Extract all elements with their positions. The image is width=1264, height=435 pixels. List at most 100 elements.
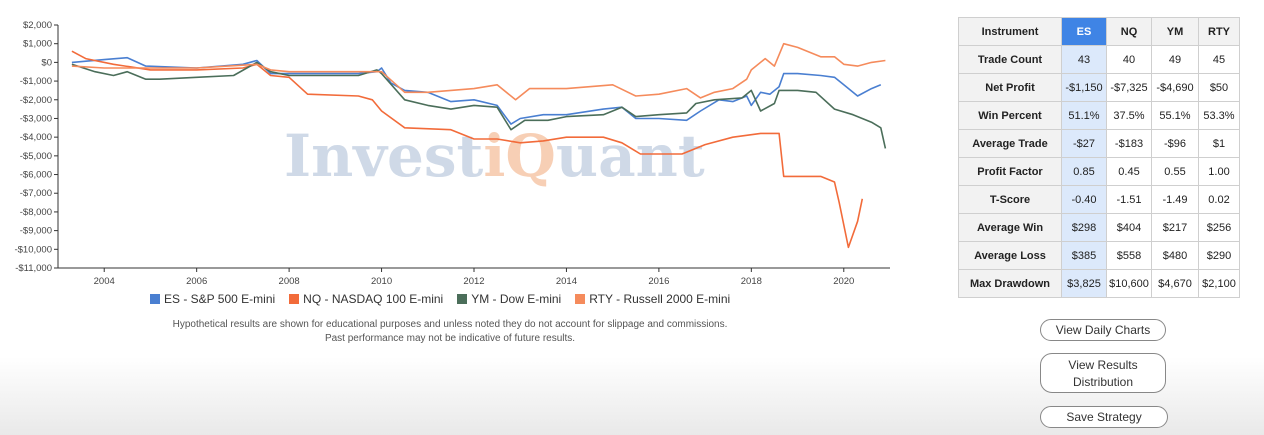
stats-row: Net Profit -$1,150 -$7,325 -$4,690 $50 bbox=[958, 73, 1240, 102]
watermark-right: uant bbox=[556, 122, 705, 190]
x-tick-label: 2012 bbox=[463, 276, 484, 287]
header-rty[interactable]: RTY bbox=[1198, 17, 1240, 46]
watermark-left: Invest bbox=[284, 122, 484, 190]
legend-label: ES - S&P 500 E-mini bbox=[164, 292, 276, 306]
y-tick-label: -$5,000 bbox=[20, 151, 52, 162]
stats-row-label: Net Profit bbox=[958, 73, 1062, 102]
view-daily-charts-button[interactable]: View Daily Charts bbox=[1040, 319, 1166, 341]
stats-cell-rty: $50 bbox=[1198, 73, 1240, 102]
stats-row-label: Profit Factor bbox=[958, 157, 1062, 186]
stats-cell-es: -$1,150 bbox=[1061, 73, 1107, 102]
stats-cell-nq: $10,600 bbox=[1106, 269, 1152, 298]
stats-cell-nq: 0.45 bbox=[1106, 157, 1152, 186]
stats-cell-ym: -$96 bbox=[1151, 129, 1199, 158]
y-tick-label: -$2,000 bbox=[20, 95, 52, 106]
y-tick-label: -$11,000 bbox=[15, 263, 52, 274]
y-tick-label: -$7,000 bbox=[20, 188, 52, 199]
stats-cell-rty: $2,100 bbox=[1198, 269, 1240, 298]
watermark-accent: iQ bbox=[483, 122, 556, 190]
series-line-ym bbox=[71, 61, 887, 149]
stats-cell-nq: -$183 bbox=[1106, 129, 1152, 158]
dist-label-2: Distribution bbox=[1072, 375, 1134, 389]
save-strategy-button[interactable]: Save Strategy bbox=[1040, 406, 1168, 428]
stats-row: Average Win $298 $404 $217 $256 bbox=[958, 213, 1240, 242]
disclaimer-line-1: Hypothetical results are shown for educa… bbox=[172, 319, 728, 330]
stats-cell-ym: 55.1% bbox=[1151, 101, 1199, 130]
disclaimer: Hypothetical results are shown for educa… bbox=[100, 318, 800, 346]
stats-cell-ym: $217 bbox=[1151, 213, 1199, 242]
stats-cell-ym: -$4,690 bbox=[1151, 73, 1199, 102]
stats-row-label: Average Trade bbox=[958, 129, 1062, 158]
stats-cell-rty: $256 bbox=[1198, 213, 1240, 242]
legend-label: RTY - Russell 2000 E-mini bbox=[589, 292, 731, 306]
x-tick-label: 2016 bbox=[648, 276, 669, 287]
stats-cell-es: 0.85 bbox=[1061, 157, 1107, 186]
stats-cell-rty: 1.00 bbox=[1198, 157, 1240, 186]
stats-cell-es: $3,825 bbox=[1061, 269, 1107, 298]
header-es[interactable]: ES bbox=[1061, 17, 1107, 46]
legend-swatch bbox=[289, 294, 300, 304]
stats-row-label: Average Loss bbox=[958, 241, 1062, 270]
stats-cell-nq: 37.5% bbox=[1106, 101, 1152, 130]
stats-row: Max Drawdown $3,825 $10,600 $4,670 $2,100 bbox=[958, 269, 1240, 298]
x-tick-label: 2018 bbox=[741, 276, 762, 287]
x-tick-label: 2006 bbox=[186, 276, 207, 287]
stats-row-label: T-Score bbox=[958, 185, 1062, 214]
svg-text:InvestiQuant: InvestiQuant bbox=[284, 122, 705, 190]
stats-cell-nq: -$7,325 bbox=[1106, 73, 1152, 102]
stats-row: Average Trade -$27 -$183 -$96 $1 bbox=[958, 129, 1240, 158]
stats-cell-rty: 0.02 bbox=[1198, 185, 1240, 214]
stats-header-row: Instrument ES NQ YM RTY bbox=[958, 17, 1240, 46]
y-tick-label: -$3,000 bbox=[20, 113, 52, 124]
legend-item[interactable]: ES - S&P 500 E-mini bbox=[150, 292, 275, 306]
stats-cell-rty: 53.3% bbox=[1198, 101, 1240, 130]
stats-cell-rty: $1 bbox=[1198, 129, 1240, 158]
x-axis-labels: 2004 2006 2008 2010 2012 2014 2016 2018 2020 bbox=[94, 276, 855, 287]
y-tick-label: -$9,000 bbox=[20, 226, 52, 237]
stats-row: Average Loss $385 $558 $480 $290 bbox=[958, 241, 1240, 270]
stats-cell-ym: 0.55 bbox=[1151, 157, 1199, 186]
stats-cell-rty: $290 bbox=[1198, 241, 1240, 270]
stats-cell-es: 43 bbox=[1061, 45, 1107, 74]
legend-label: YM - Dow E-mini bbox=[471, 292, 562, 306]
y-tick-label: $2,000 bbox=[23, 20, 52, 31]
view-results-distribution-button[interactable]: View Results Distribution bbox=[1040, 353, 1166, 393]
x-tick-label: 2004 bbox=[94, 276, 115, 287]
header-instrument: Instrument bbox=[958, 17, 1062, 46]
legend-swatch bbox=[150, 294, 160, 304]
stats-cell-es: $385 bbox=[1061, 241, 1107, 270]
legend-item[interactable]: NQ - NASDAQ 100 E-mini bbox=[289, 292, 443, 306]
stats-row: Trade Count 43 40 49 45 bbox=[958, 45, 1240, 74]
stats-cell-nq: $558 bbox=[1106, 241, 1152, 270]
stats-row: Win Percent 51.1% 37.5% 55.1% 53.3% bbox=[958, 101, 1240, 130]
stats-cell-es: -0.40 bbox=[1061, 185, 1107, 214]
stats-row: T-Score -0.40 -1.51 -1.49 0.02 bbox=[958, 185, 1240, 214]
stats-cell-ym: $4,670 bbox=[1151, 269, 1199, 298]
chart-legend: ES - S&P 500 E-mini NQ - NASDAQ 100 E-min… bbox=[150, 292, 770, 306]
x-tick-label: 2008 bbox=[279, 276, 300, 287]
stats-cell-nq: -1.51 bbox=[1106, 185, 1152, 214]
y-tick-label: $0 bbox=[41, 57, 52, 68]
stats-row-label: Win Percent bbox=[958, 101, 1062, 130]
y-tick-label: -$1,000 bbox=[20, 76, 52, 87]
header-ym[interactable]: YM bbox=[1151, 17, 1199, 46]
equity-chart: $2,000 $1,000 $0 -$1,000 -$2,000 -$3,000 -$4,0… bbox=[14, 20, 890, 287]
stats-row: Profit Factor 0.85 0.45 0.55 1.00 bbox=[958, 157, 1240, 186]
x-tick-label: 2020 bbox=[833, 276, 854, 287]
stats-cell-es: 51.1% bbox=[1061, 101, 1107, 130]
series-line-es bbox=[71, 56, 882, 125]
dist-label-1: View Results bbox=[1068, 358, 1138, 372]
stats-cell-ym: 49 bbox=[1151, 45, 1199, 74]
legend-item[interactable]: RTY - Russell 2000 E-mini bbox=[575, 292, 730, 306]
stats-cell-nq: 40 bbox=[1106, 45, 1152, 74]
series-line-rty bbox=[71, 42, 886, 101]
header-nq[interactable]: NQ bbox=[1106, 17, 1152, 46]
axes bbox=[54, 24, 890, 272]
stats-cell-es: -$27 bbox=[1061, 129, 1107, 158]
stats-row-label: Average Win bbox=[958, 213, 1062, 242]
y-tick-label: $1,000 bbox=[23, 39, 52, 50]
legend-item[interactable]: YM - Dow E-mini bbox=[457, 292, 561, 306]
stats-cell-ym: $480 bbox=[1151, 241, 1199, 270]
y-tick-label: -$10,000 bbox=[14, 244, 52, 255]
stats-body: Trade Count 43 40 49 45 Net Profit -$1,150 -$7,… bbox=[958, 45, 1240, 298]
